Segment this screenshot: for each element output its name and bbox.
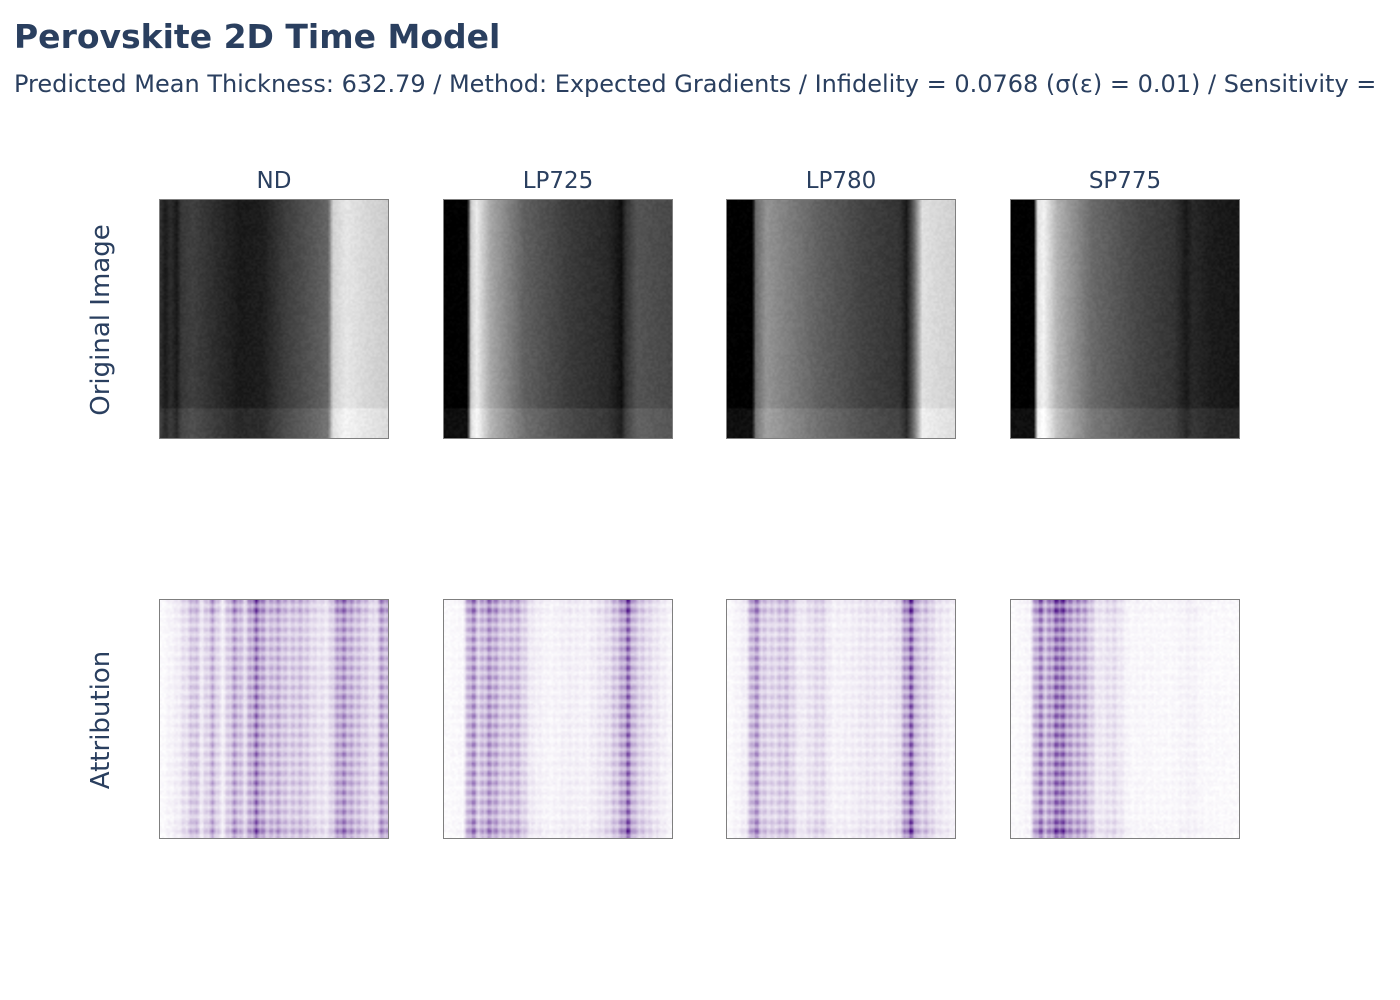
heatmap-original-nd-canvas — [160, 200, 388, 438]
column-title-lp780: LP780 — [805, 168, 877, 194]
column-title-nd: ND — [256, 168, 292, 194]
heatmap-attribution-lp725-canvas — [444, 600, 672, 838]
heatmap-original-lp780[interactable] — [726, 199, 956, 439]
chart-title: Perovskite 2D Time Model — [14, 17, 501, 56]
column-title-sp775: SP775 — [1088, 168, 1162, 194]
heatmap-attribution-nd[interactable] — [159, 599, 389, 839]
chart-subtitle: Predicted Mean Thickness: 632.79 / Metho… — [14, 70, 1377, 98]
row-label-original-image-text: Original Image — [86, 224, 116, 416]
heatmap-attribution-lp725[interactable] — [443, 599, 673, 839]
heatmap-attribution-lp780-canvas — [727, 600, 955, 838]
heatmap-attribution-sp775-canvas — [1011, 600, 1239, 838]
row-label-attribution-text: Attribution — [86, 650, 116, 790]
heatmap-original-lp725-canvas — [444, 200, 672, 438]
heatmap-original-lp725[interactable] — [443, 199, 673, 439]
heatmap-original-nd[interactable] — [159, 199, 389, 439]
column-title-lp725: LP725 — [522, 168, 594, 194]
heatmap-attribution-nd-canvas — [160, 600, 388, 838]
heatmap-original-sp775[interactable] — [1010, 199, 1240, 439]
heatmap-attribution-sp775[interactable] — [1010, 599, 1240, 839]
heatmap-attribution-lp780[interactable] — [726, 599, 956, 839]
heatmap-original-sp775-canvas — [1011, 200, 1239, 438]
heatmap-original-lp780-canvas — [727, 200, 955, 438]
